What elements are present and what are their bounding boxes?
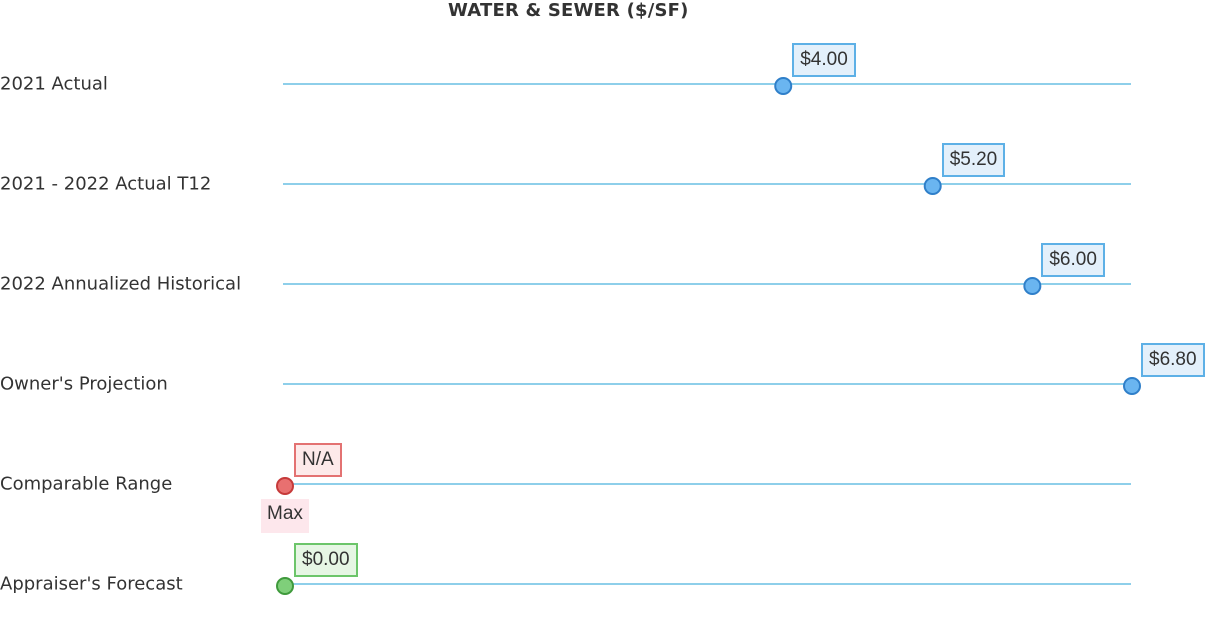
chart-title: WATER & SEWER ($/SF): [448, 0, 689, 21]
data-label: $0.00: [294, 543, 358, 577]
row-label: Comparable Range: [0, 473, 173, 495]
data-label: $5.20: [941, 143, 1006, 177]
data-point[interactable]: [1123, 377, 1141, 395]
row-label: 2022 Annualized Historical: [0, 273, 242, 295]
data-point[interactable]: [276, 577, 294, 595]
data-point[interactable]: [774, 77, 793, 95]
data-point[interactable]: [1023, 277, 1042, 295]
range-extra-label: Max: [261, 499, 309, 533]
data-point[interactable]: [923, 177, 942, 195]
data-label: $4.00: [792, 43, 856, 77]
row-label: Appraiser's Forecast: [0, 573, 183, 595]
data-label: N/A: [294, 443, 342, 477]
data-label: $6.00: [1041, 243, 1105, 277]
data-label: $6.80: [1141, 343, 1205, 377]
row-label: 2021 Actual: [0, 73, 108, 95]
data-point[interactable]: [276, 477, 294, 495]
row-label: Owner's Projection: [0, 373, 168, 395]
row-label: 2021 - 2022 Actual T12: [0, 173, 212, 195]
